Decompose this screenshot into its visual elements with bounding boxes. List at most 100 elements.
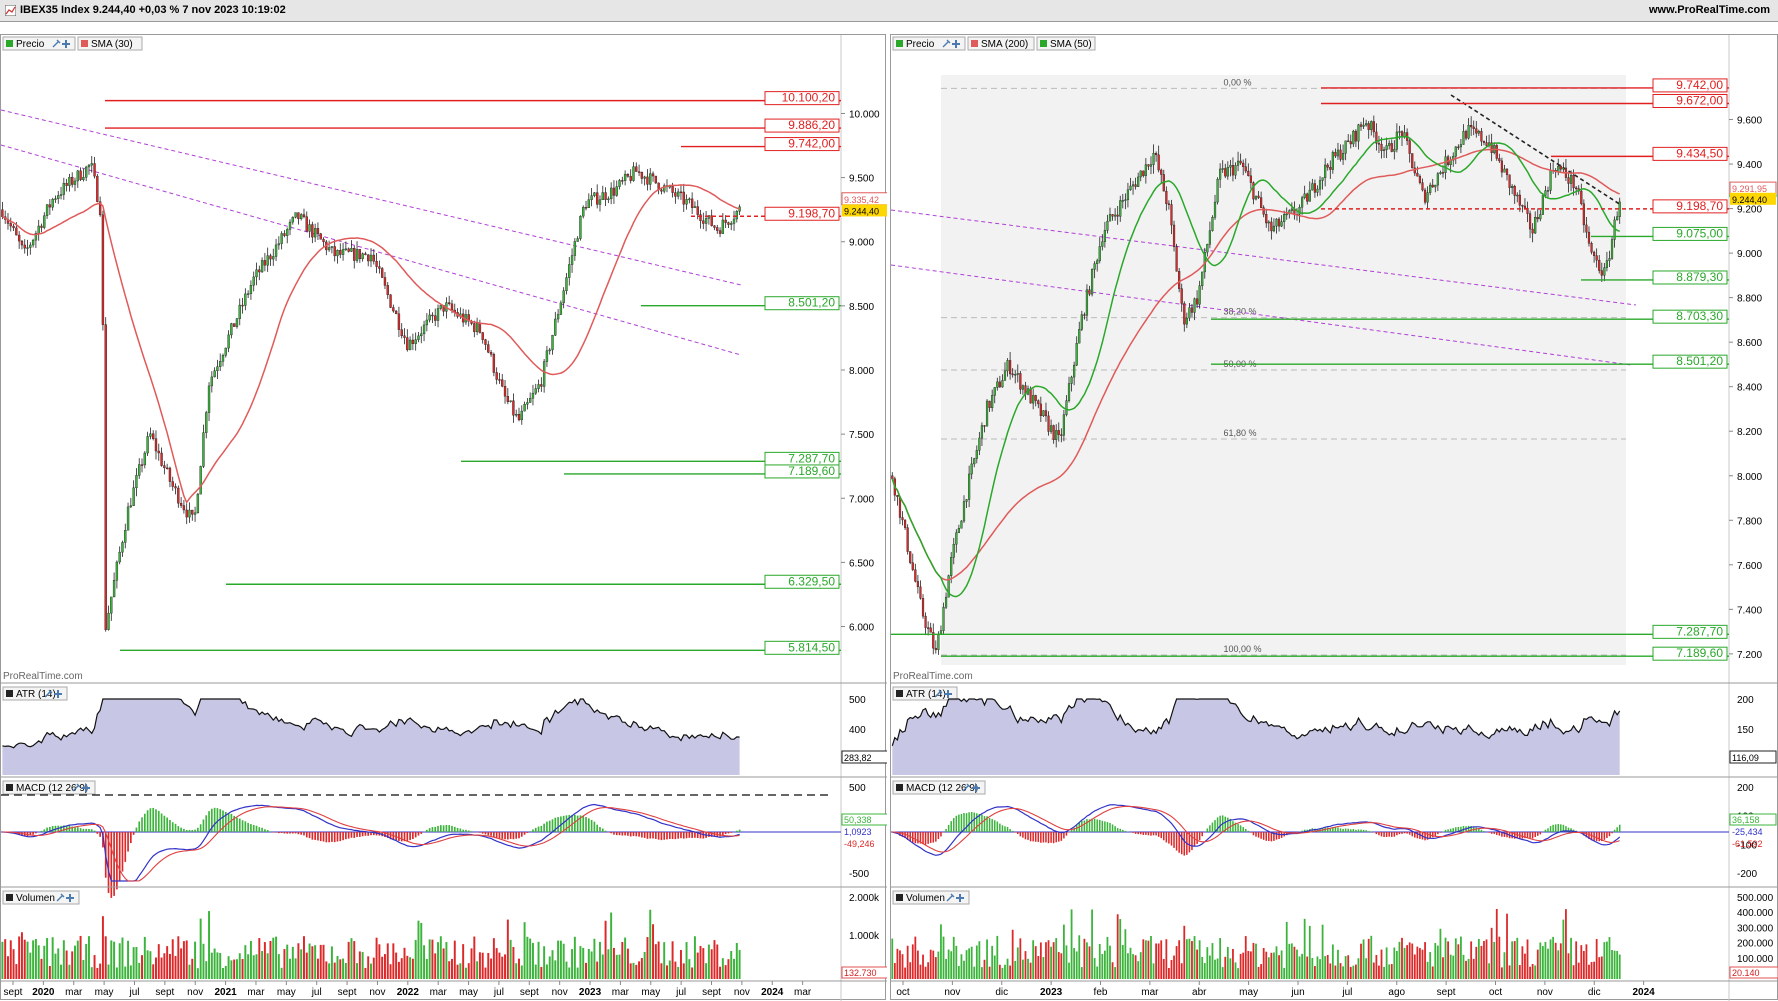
plus-icon[interactable]	[62, 40, 70, 48]
candle	[565, 277, 568, 292]
volume-bar	[1088, 946, 1091, 979]
plus-icon[interactable]	[956, 894, 964, 902]
volume-bar	[727, 959, 730, 979]
candle	[1188, 307, 1191, 319]
volume-bar	[286, 944, 289, 979]
volume-bar	[361, 952, 364, 979]
wrench-icon[interactable]	[934, 689, 943, 698]
volume-bar	[294, 958, 297, 979]
volume-bar	[1367, 938, 1370, 979]
volume-bar	[409, 957, 412, 979]
volume-bar	[1060, 953, 1063, 979]
candle	[1096, 260, 1099, 264]
right-chart-canvas[interactable]: 9.600 9.400 9.200 9.000 8.800 8.600 8.400 8.200…	[891, 35, 1778, 1001]
right-legend-sma50-chip[interactable]	[1036, 36, 1096, 51]
candle	[1208, 230, 1211, 245]
candle	[45, 204, 49, 216]
volume-bar	[213, 948, 216, 979]
candle	[947, 575, 950, 598]
candle	[269, 255, 272, 260]
plus-icon[interactable]	[972, 784, 980, 792]
L-volume-legend-chip[interactable]	[2, 890, 80, 905]
candle	[970, 463, 973, 475]
candle	[598, 199, 602, 205]
r-level-8501-value: 8.501,20	[1676, 354, 1723, 368]
volume-bar	[26, 941, 29, 979]
candle	[101, 214, 105, 325]
candle	[629, 176, 632, 181]
volume-bar	[1595, 939, 1598, 979]
volume-bar	[534, 964, 537, 979]
volume-bar	[983, 959, 986, 979]
wrench-icon[interactable]	[44, 689, 53, 698]
right-chart[interactable]: 9.600 9.400 9.200 9.000 8.800 8.600 8.400 8.200…	[890, 34, 1778, 1001]
candle	[1247, 170, 1250, 177]
volume-bar	[719, 966, 722, 979]
L-atr-legend-chip[interactable]	[2, 686, 68, 701]
candle	[1582, 203, 1585, 226]
candle	[1101, 241, 1104, 247]
candle	[428, 314, 431, 321]
candle	[916, 581, 919, 588]
volume-bar	[437, 942, 439, 979]
volume-bar	[194, 941, 197, 979]
price-tick-label: 8.400	[1737, 383, 1762, 394]
volume-bar	[210, 952, 213, 979]
candle	[34, 233, 38, 241]
L-macd-legend-chip[interactable]	[2, 780, 96, 795]
volume-bar	[1375, 954, 1378, 979]
wrench-icon[interactable]	[962, 783, 971, 792]
candle	[1003, 370, 1007, 381]
plus-icon[interactable]	[952, 40, 960, 48]
candle	[403, 335, 406, 338]
R-volume-legend-chip[interactable]	[892, 890, 970, 905]
volume-bar	[467, 963, 470, 979]
volume-bar	[537, 941, 540, 979]
left-chart-canvas[interactable]: 10.000 9.500 9.000 8.500 8.000 7.500 7.000 6.50…	[1, 35, 887, 1001]
candle	[988, 400, 991, 408]
volume-bar	[624, 937, 627, 979]
plus-icon[interactable]	[944, 690, 952, 698]
candle	[985, 400, 989, 427]
wrench-icon[interactable]	[72, 783, 81, 792]
volume-bar	[993, 955, 996, 979]
plus-icon[interactable]	[82, 784, 90, 792]
volume-bar	[942, 936, 945, 979]
right-legend-sma200-chip[interactable]	[967, 36, 1035, 51]
candle	[962, 501, 966, 522]
volume-bar	[1083, 938, 1086, 979]
volume-bar	[1493, 941, 1496, 979]
plus-icon[interactable]	[54, 690, 62, 698]
candle	[1318, 180, 1322, 190]
left-legend-sma-chip[interactable]	[77, 36, 143, 51]
volume-bar	[113, 941, 116, 979]
volume-bar	[1, 941, 4, 979]
candle	[548, 349, 551, 352]
candle	[1470, 124, 1473, 128]
plus-icon[interactable]	[66, 894, 74, 902]
time-label: 2024	[761, 987, 784, 998]
wrench-icon[interactable]	[946, 893, 955, 902]
wrench-icon[interactable]	[56, 893, 65, 902]
volume-bar	[635, 964, 638, 979]
volume-bar	[975, 945, 978, 979]
volume-bar	[914, 936, 917, 979]
left-chart[interactable]: 10.000 9.500 9.000 8.500 8.000 7.500 7.000 6.50…	[0, 34, 887, 1001]
R-atr-legend-chip[interactable]	[892, 686, 958, 701]
wrench-icon[interactable]	[52, 39, 61, 48]
price-tick-label: 7.500	[849, 430, 874, 441]
volume-bar	[196, 968, 199, 979]
R-macd-legend-swatch	[896, 784, 903, 791]
R-macd-legend-chip[interactable]	[892, 780, 986, 795]
volume-bar	[1175, 946, 1178, 979]
candle	[319, 233, 322, 240]
candle	[263, 260, 267, 266]
volume-bar	[1534, 965, 1537, 979]
wrench-icon[interactable]	[942, 39, 951, 48]
candle	[1093, 263, 1096, 270]
macd-line	[892, 804, 1621, 856]
candle	[1603, 267, 1606, 276]
site-link[interactable]: www.ProRealTime.com	[1648, 4, 1770, 16]
volume-bar	[1436, 945, 1439, 979]
candle	[244, 293, 247, 306]
